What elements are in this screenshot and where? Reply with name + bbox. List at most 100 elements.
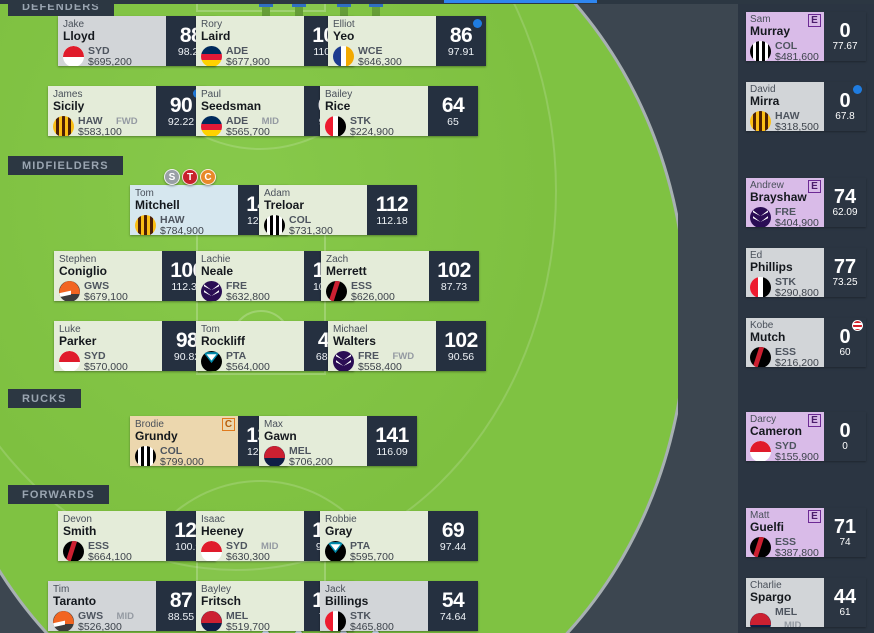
player-price: $404,900 [775, 217, 819, 228]
player-score-panel[interactable]: 0 77.67 [824, 12, 866, 61]
player-card[interactable]: Devon Smith ESS $664,100 129 100.91 [58, 511, 216, 561]
player-card[interactable]: Adam Treloar COL $731,300 112 112.18 [259, 185, 417, 235]
player-info[interactable]: Max Gawn MEL $706,200 [259, 416, 367, 466]
player-info[interactable]: Lachie Neale FRE $632,800 [196, 251, 304, 301]
player-info[interactable]: James Sicily HAW FWD $583,100 [48, 86, 156, 136]
player-score-panel[interactable]: 54 74.64 [428, 581, 478, 631]
player-score-panel[interactable]: 0 60 [824, 318, 866, 367]
player-info[interactable]: Adam Treloar COL $731,300 [259, 185, 367, 235]
player-score-panel[interactable]: 71 74 [824, 508, 866, 557]
player-info[interactable]: Kobe Mutch ESS $216,200 [746, 318, 824, 367]
player-score-panel[interactable]: 112 112.18 [367, 185, 417, 235]
player-average: 67.8 [835, 110, 855, 122]
player-average: 74 [839, 536, 851, 548]
team-logo-icon [750, 40, 771, 61]
player-price: $526,300 [78, 621, 122, 632]
player-info[interactable]: Tom Mitchell HAW $784,900 [130, 185, 238, 235]
bench-player-card[interactable]: E Darcy Cameron SYD $155,900 0 0 [746, 412, 866, 461]
player-info[interactable]: Charlie Spargo MEL MID $309,600 [746, 578, 824, 627]
player-info[interactable]: Ed Phillips STK $290,800 [746, 248, 824, 297]
player-score-panel[interactable]: 102 87.73 [429, 251, 479, 301]
player-first-name: Sam [750, 14, 771, 25]
player-card[interactable]: Stephen Coniglio GWS $679,100 106 112.36 [54, 251, 212, 301]
player-last-name: Spargo [750, 590, 792, 604]
player-score-panel[interactable]: 0 0 [824, 412, 866, 461]
player-info[interactable]: E Sam Murray COL $481,600 [746, 12, 824, 61]
player-average: 87.73 [440, 280, 468, 293]
bench-player-card[interactable]: Ed Phillips STK $290,800 77 73.25 [746, 248, 866, 297]
status-badge-t[interactable]: T [182, 169, 198, 185]
player-first-name: Robbie [325, 514, 357, 525]
player-info[interactable]: Jake Lloyd SYD $695,200 [58, 16, 166, 66]
player-score-panel[interactable]: 64 65 [428, 86, 478, 136]
status-badge-s[interactable]: S [164, 169, 180, 185]
bench-player-card[interactable]: David Mirra HAW $318,500 0 67.8 [746, 82, 866, 131]
player-score-panel[interactable]: 74 62.09 [824, 178, 866, 227]
bench-player-card[interactable]: Kobe Mutch ESS $216,200 0 60 [746, 318, 866, 367]
section-label-midfielders: MIDFIELDERS [8, 156, 123, 175]
player-card[interactable]: Luke Parker SYD $570,000 98 90.82 [54, 321, 212, 371]
player-team: MEL [226, 610, 249, 622]
player-info[interactable]: Luke Parker SYD $570,000 [54, 321, 162, 371]
status-badge-c[interactable]: C [200, 169, 216, 185]
player-info[interactable]: E Matt Guelfi ESS $387,800 [746, 508, 824, 557]
player-score-panel[interactable]: 69 97.44 [428, 511, 478, 561]
player-card[interactable]: Bailey Rice STK $224,900 64 65 [320, 86, 478, 136]
player-card[interactable]: Robbie Gray PTA $595,700 69 97.44 [320, 511, 478, 561]
player-score-panel[interactable]: 86 97.91 [436, 16, 486, 66]
player-first-name: Kobe [750, 320, 774, 331]
player-card[interactable]: Tim Taranto GWS MID $526,300 87 88.55 [48, 581, 206, 631]
bench-player-card[interactable]: E Sam Murray COL $481,600 0 77.67 [746, 12, 866, 61]
player-info[interactable]: Elliot Yeo WCE $646,300 [328, 16, 436, 66]
player-info[interactable]: Michael Walters FRE FWD $558,400 [328, 321, 436, 371]
team-logo-icon [333, 45, 354, 66]
player-price: $216,200 [775, 357, 819, 368]
player-info[interactable]: E Andrew Brayshaw FRE $404,900 [746, 178, 824, 227]
selected-dot-icon [473, 19, 482, 28]
player-info[interactable]: Robbie Gray PTA $595,700 [320, 511, 428, 561]
player-info[interactable]: Isaac Heeney SYD MID $630,300 [196, 511, 304, 561]
player-team: SYD [84, 350, 106, 362]
player-info[interactable]: Bailey Rice STK $224,900 [320, 86, 428, 136]
player-info[interactable]: Zach Merrett ESS $626,000 [321, 251, 429, 301]
player-first-name: Luke [59, 324, 81, 335]
player-last-name: Taranto [53, 594, 97, 608]
team-logo-icon [201, 280, 222, 301]
player-info[interactable]: E Darcy Cameron SYD $155,900 [746, 412, 824, 461]
bench-player-card[interactable]: E Matt Guelfi ESS $387,800 71 74 [746, 508, 866, 557]
player-card[interactable]: James Sicily HAW FWD $583,100 90 92.22 [48, 86, 206, 136]
player-average: 61 [839, 606, 851, 618]
player-score-panel[interactable]: 44 61 [824, 578, 866, 627]
bench-player-card[interactable]: E Andrew Brayshaw FRE $404,900 74 62.09 [746, 178, 866, 227]
player-card[interactable]: Max Gawn MEL $706,200 141 116.09 [259, 416, 417, 466]
player-card[interactable]: Zach Merrett ESS $626,000 102 87.73 [321, 251, 479, 301]
player-info[interactable]: David Mirra HAW $318,500 [746, 82, 824, 131]
player-team: HAW [78, 115, 103, 127]
player-info[interactable]: Paul Seedsman ADE MID $565,700 [196, 86, 304, 136]
player-first-name: Lachie [201, 254, 231, 265]
player-card[interactable]: Michael Walters FRE FWD $558,400 102 90.… [328, 321, 486, 371]
player-score-panel[interactable]: 77 73.25 [824, 248, 866, 297]
player-card[interactable]: Jack Billings STK $465,800 54 74.64 [320, 581, 478, 631]
player-last-name: Murray [750, 24, 791, 38]
player-card[interactable]: Bayley Fritsch MEL $519,700 126 79.4 [196, 581, 354, 631]
player-info[interactable]: Tom Rockliff PTA $564,000 [196, 321, 304, 371]
player-score-panel[interactable]: 102 90.56 [436, 321, 486, 371]
player-score-panel[interactable]: 0 67.8 [824, 82, 866, 131]
player-info[interactable]: Rory Laird ADE $677,900 [196, 16, 304, 66]
player-info[interactable]: C Brodie Grundy COL $799,000 [130, 416, 238, 466]
player-score-panel[interactable]: 141 116.09 [367, 416, 417, 466]
player-team: ADE [226, 45, 249, 57]
player-info[interactable]: Jack Billings STK $465,800 [320, 581, 428, 631]
player-card[interactable]: Jake Lloyd SYD $695,200 88 98.27 [58, 16, 216, 66]
player-card[interactable]: Elliot Yeo WCE $646,300 86 97.91 [328, 16, 486, 66]
team-logo-icon [59, 280, 80, 301]
player-team: COL [289, 214, 312, 226]
player-info[interactable]: Devon Smith ESS $664,100 [58, 511, 166, 561]
player-team: HAW [160, 214, 185, 226]
player-info[interactable]: Tim Taranto GWS MID $526,300 [48, 581, 156, 631]
bench-player-card[interactable]: Charlie Spargo MEL MID $309,600 44 61 [746, 578, 866, 627]
player-info[interactable]: Stephen Coniglio GWS $679,100 [54, 251, 162, 301]
player-info[interactable]: Bayley Fritsch MEL $519,700 [196, 581, 304, 631]
